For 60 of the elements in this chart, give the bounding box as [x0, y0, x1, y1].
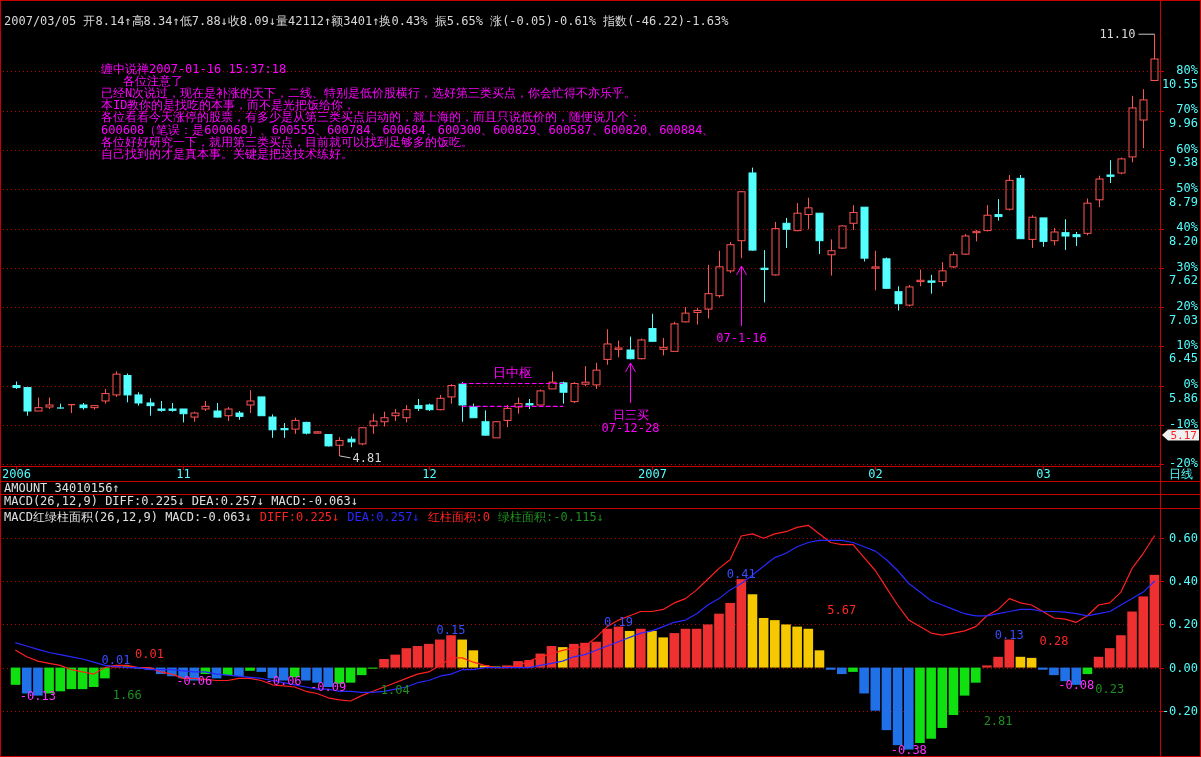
y-tick-label: 5.86	[1169, 391, 1198, 406]
annotation: 0.01	[135, 646, 165, 661]
y-tick-label: -0.20	[1161, 703, 1198, 718]
chart-title: MACD红绿柱面积(26,12,9) MACD:-0.063↓	[4, 510, 252, 524]
annotation: 0.23	[1095, 682, 1125, 697]
annotation: 缠中说禅2007-01-16 15:37:18	[101, 62, 287, 76]
y2-tick-label: 30%	[1176, 259, 1199, 274]
series-label: 日中枢	[492, 365, 532, 381]
text: 日线	[1168, 467, 1193, 481]
price-tag: 5.17	[1162, 428, 1199, 442]
y-tick-label: 0.60	[1169, 531, 1198, 546]
text: AMOUNT 34010156↑	[4, 481, 120, 495]
annotation: 绿柱面积:-0.115↓	[498, 510, 604, 524]
annotation: 07-1-16	[716, 331, 767, 345]
annotation: 07-12-28	[601, 420, 660, 435]
y-tick-label: 7.62	[1169, 273, 1198, 288]
y2-tick-label: -10%	[1169, 416, 1199, 431]
data-label: 0.13	[994, 627, 1024, 642]
annotation: 4.81	[352, 450, 382, 465]
annotation: 11.10	[1099, 27, 1136, 42]
y-tick-label: 0.20	[1169, 617, 1198, 632]
data-label: 0.01	[101, 653, 131, 668]
data-label: 0.41	[726, 567, 756, 582]
text: DEA:0.257↓	[347, 510, 420, 524]
x-tick-label: 2007	[638, 467, 667, 481]
annotation: 5.67	[827, 603, 857, 618]
y2-tick-label: 50%	[1176, 181, 1199, 196]
annotation: MACD(26,12,9) DIFF:0.225↓ DEA:0.257↓ MACD:-0.063↓	[4, 494, 359, 508]
data-label: -0.08	[1058, 677, 1095, 692]
x-tick-label: 12	[422, 467, 437, 481]
y2-tick-label: 40%	[1176, 220, 1199, 235]
y2-tick-label: 70%	[1176, 102, 1199, 117]
data-label: -0.13	[19, 688, 56, 703]
y-tick-label: 9.38	[1169, 155, 1198, 170]
x-tick-label: 03	[1036, 467, 1051, 481]
data-label: 0.15	[436, 623, 466, 638]
x-tick-label: 02	[868, 467, 883, 481]
y2-tick-label: 60%	[1176, 141, 1199, 156]
annotation: 红柱面积:0	[427, 510, 491, 524]
annotation: 1.66	[112, 687, 142, 702]
y-tick-label: 9.96	[1169, 116, 1198, 131]
y-tick-label: 8.79	[1169, 194, 1198, 209]
text: 2007/03/05 开8.14↑高8.34↑低7.88↓收8.09↓量42112↑额3401↑换0.43% 振5.65% 涨(-0.05)-0.61% 指数(-46.22)-1.63%	[4, 14, 730, 28]
y-tick-label: 8.20	[1169, 234, 1198, 249]
y-tick-label: 7.03	[1169, 312, 1198, 327]
y-tick-label: 0.00	[1169, 660, 1198, 675]
y-tick-label: 10.55	[1161, 76, 1198, 91]
y-tick-label: 0.40	[1169, 574, 1198, 589]
y2-tick-label: 0%	[1183, 377, 1199, 392]
annotation: 0.28	[1039, 633, 1069, 648]
y2-tick-label: 20%	[1176, 298, 1199, 313]
annotation: 日三买	[612, 408, 649, 422]
data-label: -0.38	[890, 742, 927, 757]
x-tick-label: 11	[176, 467, 191, 481]
y2-tick-label: 80%	[1176, 63, 1199, 78]
annotation: 2.81	[983, 714, 1013, 729]
text: DIFF:0.225↓	[259, 510, 340, 524]
y2-tick-label: 10%	[1176, 338, 1199, 353]
y-tick-label: 6.45	[1169, 351, 1198, 366]
x-tick-label: 2006	[2, 467, 31, 481]
